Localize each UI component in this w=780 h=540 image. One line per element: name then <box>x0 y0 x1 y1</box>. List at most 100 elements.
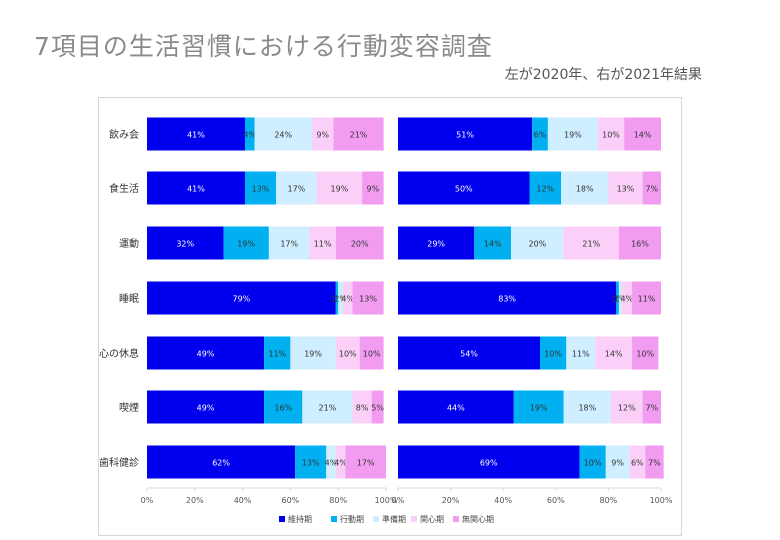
data-label: 10% <box>636 350 654 359</box>
data-label: 51% <box>456 131 474 140</box>
data-label: 1% <box>611 295 624 304</box>
legend-swatch <box>411 516 417 522</box>
category-label: 歯科健診 <box>99 456 139 469</box>
bar-segment <box>254 117 312 151</box>
bar-segment <box>352 281 384 315</box>
bar-segment <box>398 171 530 205</box>
category-label: 食生活 <box>109 182 139 195</box>
data-label: 14% <box>634 131 652 140</box>
data-label: 32% <box>176 240 194 249</box>
x-tick-label: 20% <box>186 496 204 505</box>
x-tick-label: 0% <box>392 496 405 505</box>
bar-segment <box>561 171 609 205</box>
data-label: 16% <box>274 404 292 413</box>
data-label: 19% <box>564 131 582 140</box>
bar-segment <box>147 445 296 479</box>
data-label: 11% <box>638 295 656 304</box>
bar-segment <box>632 336 659 370</box>
bar-segment <box>563 390 612 424</box>
legend-entry: 準備期 <box>382 514 406 524</box>
legend-swatch <box>279 516 285 522</box>
data-label: 13% <box>302 459 320 468</box>
data-label: 29% <box>427 240 445 249</box>
bar-segment <box>624 117 661 151</box>
data-label: 41% <box>187 131 205 140</box>
legend-swatch <box>453 516 459 522</box>
data-label: 4% <box>620 295 633 304</box>
bar-segment <box>511 226 564 260</box>
bar-segment <box>618 281 622 315</box>
bar-segment <box>645 445 664 479</box>
bar-segment <box>335 226 384 260</box>
bar-segment <box>608 171 643 205</box>
legend-entry: 関心期 <box>420 515 444 524</box>
data-label: 62% <box>212 459 230 468</box>
data-label: 11% <box>572 350 590 359</box>
data-label: 4% <box>325 459 338 468</box>
bar-segment <box>316 171 363 205</box>
bar-segment <box>147 226 224 260</box>
data-label: 9% <box>611 459 624 468</box>
data-label: 17% <box>280 240 298 249</box>
bar-segment <box>629 445 646 479</box>
bar-segment <box>264 336 291 370</box>
x-tick-label: 40% <box>494 496 512 505</box>
x-tick-label: 80% <box>329 496 347 505</box>
bar-segment <box>147 171 245 205</box>
data-label: 13% <box>617 185 635 194</box>
data-label: 21% <box>319 404 337 413</box>
data-label: 11% <box>314 240 332 249</box>
bar-segment <box>345 445 386 479</box>
data-label: 83% <box>498 295 516 304</box>
data-label: 19% <box>530 404 548 413</box>
bar-segment <box>398 226 475 260</box>
x-tick-label: 60% <box>547 496 565 505</box>
data-label: 19% <box>331 185 349 194</box>
data-label: 20% <box>351 240 369 249</box>
bar-segment <box>595 336 633 370</box>
data-label: 20% <box>528 240 546 249</box>
data-label: 9% <box>367 185 380 194</box>
bar-segment <box>326 445 336 479</box>
data-label: 8% <box>356 404 369 413</box>
bar-segment <box>398 445 580 479</box>
bar-segment <box>532 117 548 151</box>
data-label: 7% <box>645 185 658 194</box>
data-label: 10% <box>544 350 562 359</box>
x-tick-label: 0% <box>141 496 154 505</box>
data-label: 21% <box>582 240 600 249</box>
x-tick-label: 20% <box>442 496 460 505</box>
bar-segment <box>311 117 334 151</box>
legend-swatch <box>331 516 337 522</box>
data-label: 13% <box>359 295 377 304</box>
data-label: 21% <box>350 131 368 140</box>
data-label: 14% <box>605 350 623 359</box>
bar-segment <box>618 226 661 260</box>
data-label: 16% <box>631 240 649 249</box>
x-tick-label: 100% <box>375 496 398 505</box>
bar-segment <box>579 445 606 479</box>
data-label: 6% <box>534 131 547 140</box>
data-label: 18% <box>578 404 596 413</box>
legend-swatch <box>373 516 379 522</box>
data-label: 69% <box>480 459 498 468</box>
data-label: 50% <box>455 185 473 194</box>
bar-segment <box>547 117 598 151</box>
bar-segment <box>362 171 384 205</box>
data-label: 24% <box>274 131 292 140</box>
x-tick-label: 40% <box>234 496 252 505</box>
data-label: 9% <box>316 131 329 140</box>
bar-segment <box>309 226 336 260</box>
bar-segment <box>268 226 310 260</box>
category-label: 運動 <box>119 237 139 250</box>
bar-segment <box>398 390 514 424</box>
bar-segment <box>335 281 339 315</box>
data-label: 10% <box>602 131 620 140</box>
data-label: 14% <box>484 240 502 249</box>
legend-entry: 維持期 <box>288 514 312 524</box>
data-label: 10% <box>363 350 381 359</box>
page-title: 7項目の生活習慣における行動変容調査 <box>34 32 493 61</box>
category-label: 睡眠 <box>119 292 139 305</box>
bar-segment <box>566 336 596 370</box>
bar-segment <box>352 390 372 424</box>
